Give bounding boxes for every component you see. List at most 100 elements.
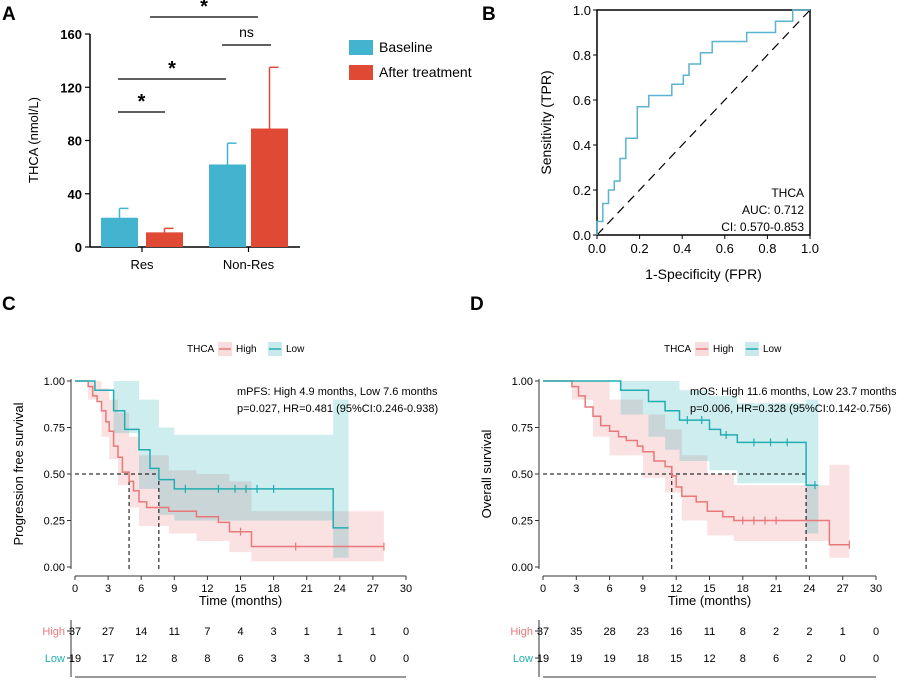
a-bar <box>101 217 138 247</box>
d-risk-count: 6 <box>773 653 779 665</box>
d-risk-row-label: High <box>510 626 533 638</box>
c-curve-low <box>75 380 349 529</box>
d-risk-count: 23 <box>637 626 649 638</box>
panel-c-km-chart: 0.000.250.500.751.000 3 6 9 12 15 18 21 24 27 30Ti… <box>11 342 438 678</box>
c-risk-count: 11 <box>169 626 180 638</box>
c-stat-line-1: mPFS: High 4.9 months, Low 7.6 months <box>237 386 438 398</box>
d-risk-count: 19 <box>603 653 615 665</box>
a-x-tick-label: Non-Res <box>223 257 275 272</box>
d-y-label: Overall survival <box>479 429 494 518</box>
c-risk-count: 6 <box>237 653 243 665</box>
c-risk-count: 12 <box>135 653 147 665</box>
panel-a-letter: A <box>2 4 16 25</box>
d-curve-high <box>543 380 850 546</box>
d-x-tick-label: 24 <box>803 583 815 595</box>
c-risk-count: 37 <box>69 626 81 638</box>
b-y-tick-label: 0.2 <box>573 183 591 198</box>
c-risk-count: 14 <box>135 626 147 638</box>
b-x-tick-label: 0.0 <box>588 241 606 256</box>
d-risk-count: 0 <box>873 653 879 665</box>
d-risk-count: 18 <box>637 653 649 665</box>
panel-a-bar-chart: 0 40 80 120 160 THCA (nmol/L) Res Non-Res * * * ns B… <box>26 0 472 272</box>
d-risk-count: 35 <box>570 626 582 638</box>
b-plot-frame <box>596 9 811 236</box>
d-stat-line-2: p=0.006, HR=0.328 (95%CI:0.142-0.756) <box>690 403 891 415</box>
d-risk-row-label: Low <box>513 653 533 665</box>
d-x-label: Time (months) <box>668 593 751 608</box>
d-risk-count: 0 <box>840 653 846 665</box>
d-ci-band-high <box>543 381 850 558</box>
c-risk-row-label: Low <box>45 653 65 665</box>
d-x-tick-label: 9 <box>640 583 646 595</box>
c-x-tick-label: 0 <box>72 583 78 595</box>
a-significance-label: ns <box>239 24 254 40</box>
d-risk-count: 1 <box>840 626 846 638</box>
c-x-tick-label: 12 <box>201 583 213 595</box>
c-x-tick-label: 18 <box>267 583 279 595</box>
d-x-tick-label: 30 <box>870 583 882 595</box>
d-x-tick-label: 12 <box>670 583 682 595</box>
c-y-tick-label: 1.00 <box>44 376 65 388</box>
c-ci-band-low <box>75 381 349 558</box>
c-risk-count: 7 <box>204 626 210 638</box>
a-y-label: THCA (nmol/L) <box>26 97 41 183</box>
d-x-tick-label: 3 <box>573 583 579 595</box>
c-legend-label: High <box>236 344 257 355</box>
d-curve-low <box>543 380 819 486</box>
c-risk-count: 3 <box>271 626 277 638</box>
d-y-tick-label: 0.25 <box>512 516 533 528</box>
d-risk-count: 8 <box>740 653 746 665</box>
b-y-tick-label: 0.4 <box>573 138 591 153</box>
b-x-label: 1-Specificity (FPR) <box>645 266 762 282</box>
a-significance-label: * <box>200 0 208 18</box>
c-x-tick-label: 3 <box>105 583 111 595</box>
a-y-tick-label: 160 <box>60 27 82 42</box>
c-risk-count: 19 <box>69 653 81 665</box>
b-diagonal-reference <box>596 9 811 236</box>
c-x-tick-label: 9 <box>171 583 177 595</box>
b-x-tick-label: 0.4 <box>673 241 691 256</box>
c-risk-count: 17 <box>102 653 114 665</box>
c-x-tick-label: 27 <box>367 583 379 595</box>
d-risk-count: 8 <box>740 626 746 638</box>
d-x-tick-label: 18 <box>737 583 749 595</box>
panel-d-km-chart: 0.000.250.500.751.000 3 6 9 12 15 18 21 24 27 30Ti… <box>479 342 897 678</box>
b-y-tick-label: 1.0 <box>573 3 591 18</box>
d-risk-count: 37 <box>537 626 549 638</box>
a-significance-label: * <box>138 91 146 113</box>
d-risk-count: 19 <box>570 653 582 665</box>
d-ci-band-low <box>543 381 819 534</box>
c-x-tick-label: 21 <box>301 583 313 595</box>
c-y-tick-label: 0.75 <box>44 423 65 435</box>
c-risk-count: 1 <box>370 626 376 638</box>
b-legend-title: THCA <box>771 186 804 200</box>
d-risk-count: 28 <box>603 626 615 638</box>
a-y-tick-label: 40 <box>68 187 82 202</box>
d-risk-count: 2 <box>773 626 779 638</box>
c-risk-count: 3 <box>271 653 277 665</box>
a-legend-swatch <box>349 40 373 55</box>
d-risk-count: 0 <box>873 626 879 638</box>
c-risk-count: 0 <box>370 653 376 665</box>
d-legend-label: High <box>713 344 734 355</box>
c-ci-band-high <box>75 381 384 562</box>
b-legend-auc: AUC: 0.712 <box>742 203 804 217</box>
a-y-tick-label: 120 <box>60 80 82 95</box>
c-y-label: Progression free survival <box>11 402 26 545</box>
d-risk-count: 11 <box>704 626 715 638</box>
c-x-tick-label: 24 <box>334 583 346 595</box>
d-x-tick-label: 6 <box>607 583 613 595</box>
b-y-label: Sensitivity (TPR) <box>538 70 554 174</box>
panel-b-letter: B <box>482 4 496 25</box>
b-y-tick-label: 0.8 <box>573 48 591 63</box>
c-risk-count: 1 <box>304 626 310 638</box>
d-y-tick-label: 0.50 <box>512 469 533 481</box>
c-legend-title: THCA <box>187 344 215 355</box>
d-y-tick-label: 0.75 <box>512 423 533 435</box>
a-x-tick-label: Res <box>130 257 154 272</box>
d-x-tick-label: 21 <box>770 583 782 595</box>
panel-c-letter: C <box>2 294 16 315</box>
a-legend-swatch <box>349 65 373 80</box>
c-risk-count: 1 <box>337 653 343 665</box>
b-roc-curve <box>596 9 810 235</box>
